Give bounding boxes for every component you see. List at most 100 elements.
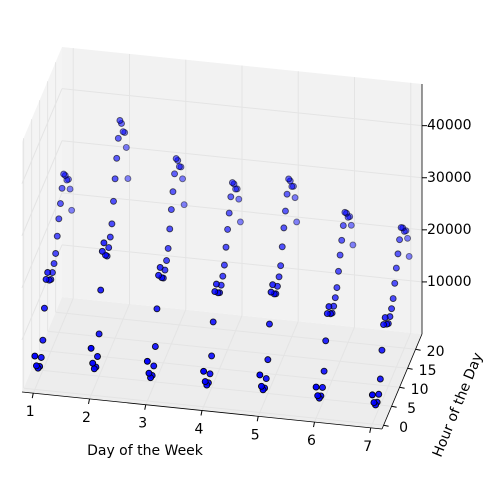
point [145, 369, 153, 377]
y-tick-label: 5 [407, 401, 416, 417]
point [60, 170, 68, 178]
point [171, 170, 179, 178]
point [338, 236, 346, 244]
axis-line [381, 333, 423, 430]
point [52, 250, 60, 257]
point [392, 264, 400, 272]
point [44, 269, 52, 276]
grid-line [31, 368, 392, 407]
y-tick-label: 10 [411, 382, 429, 398]
grid-line [370, 332, 412, 429]
point [376, 375, 384, 383]
point [155, 271, 163, 279]
point [90, 365, 98, 373]
point [335, 267, 342, 275]
grid-line [314, 326, 355, 423]
x-tick [31, 393, 34, 399]
point [166, 225, 174, 233]
y-tick [383, 424, 389, 427]
point [175, 163, 183, 171]
z-tick-label: 20000 [427, 222, 472, 238]
point [111, 175, 119, 183]
point [285, 175, 293, 183]
x-tick [313, 421, 315, 428]
z-tick-label: 40000 [427, 118, 472, 134]
y-tick [415, 348, 421, 351]
point [212, 280, 220, 288]
point [37, 354, 45, 361]
point [378, 346, 386, 354]
x-tick-label: 4 [195, 422, 204, 438]
grid-line [61, 88, 423, 127]
point [325, 303, 333, 311]
point [42, 275, 50, 283]
point [219, 272, 227, 280]
point [396, 236, 403, 244]
x-tick-label: 5 [251, 427, 260, 443]
point [319, 383, 326, 391]
point [381, 314, 389, 322]
y-tick [391, 405, 397, 408]
point [380, 321, 387, 328]
point [389, 295, 397, 303]
grid-line [55, 311, 416, 350]
point [394, 250, 402, 258]
x-tick [256, 416, 259, 422]
point [275, 273, 283, 281]
point [50, 260, 58, 267]
point [368, 391, 376, 399]
point [391, 279, 399, 287]
grid-line [145, 309, 187, 405]
point [280, 224, 288, 232]
grid [21, 48, 423, 429]
point [100, 239, 108, 247]
point [108, 220, 116, 228]
point [209, 318, 217, 326]
point [116, 117, 124, 124]
point [278, 243, 286, 251]
point [277, 262, 285, 270]
point [151, 343, 159, 350]
y-tick-label: 15 [419, 363, 437, 379]
point [105, 244, 113, 252]
point [331, 294, 339, 302]
point [320, 367, 328, 375]
y-tick [399, 386, 405, 389]
point [314, 392, 322, 400]
x-tick [369, 427, 372, 433]
panes [22, 47, 422, 429]
point [113, 154, 121, 162]
point [293, 218, 301, 226]
point [288, 183, 296, 190]
point [98, 247, 106, 255]
point [95, 330, 103, 338]
point [222, 243, 230, 251]
point [336, 251, 344, 259]
x-tick [144, 404, 147, 410]
grid-line [61, 140, 423, 179]
point [208, 352, 216, 360]
y-tick-label: 20 [427, 344, 445, 360]
axis-line [21, 391, 383, 430]
grid-line [32, 297, 74, 394]
point [33, 362, 40, 370]
point [122, 144, 130, 151]
point [39, 336, 47, 344]
x-tick-label: 6 [307, 433, 316, 449]
point [339, 222, 347, 229]
grid-line [23, 387, 384, 426]
grid-line [21, 88, 63, 184]
point [333, 284, 341, 292]
point [283, 190, 291, 198]
grid-line [47, 330, 408, 369]
point [225, 209, 233, 217]
point [164, 244, 172, 252]
point [180, 201, 188, 209]
grid-line [89, 303, 130, 400]
points [31, 117, 413, 409]
point [375, 390, 383, 398]
point [236, 218, 244, 226]
x-tick-label: 3 [138, 416, 147, 432]
point [201, 378, 209, 385]
axes: 1 2 3 4 5 6 7 0 5 10 15 20 10000 20000 30000 40000 [21, 84, 472, 455]
